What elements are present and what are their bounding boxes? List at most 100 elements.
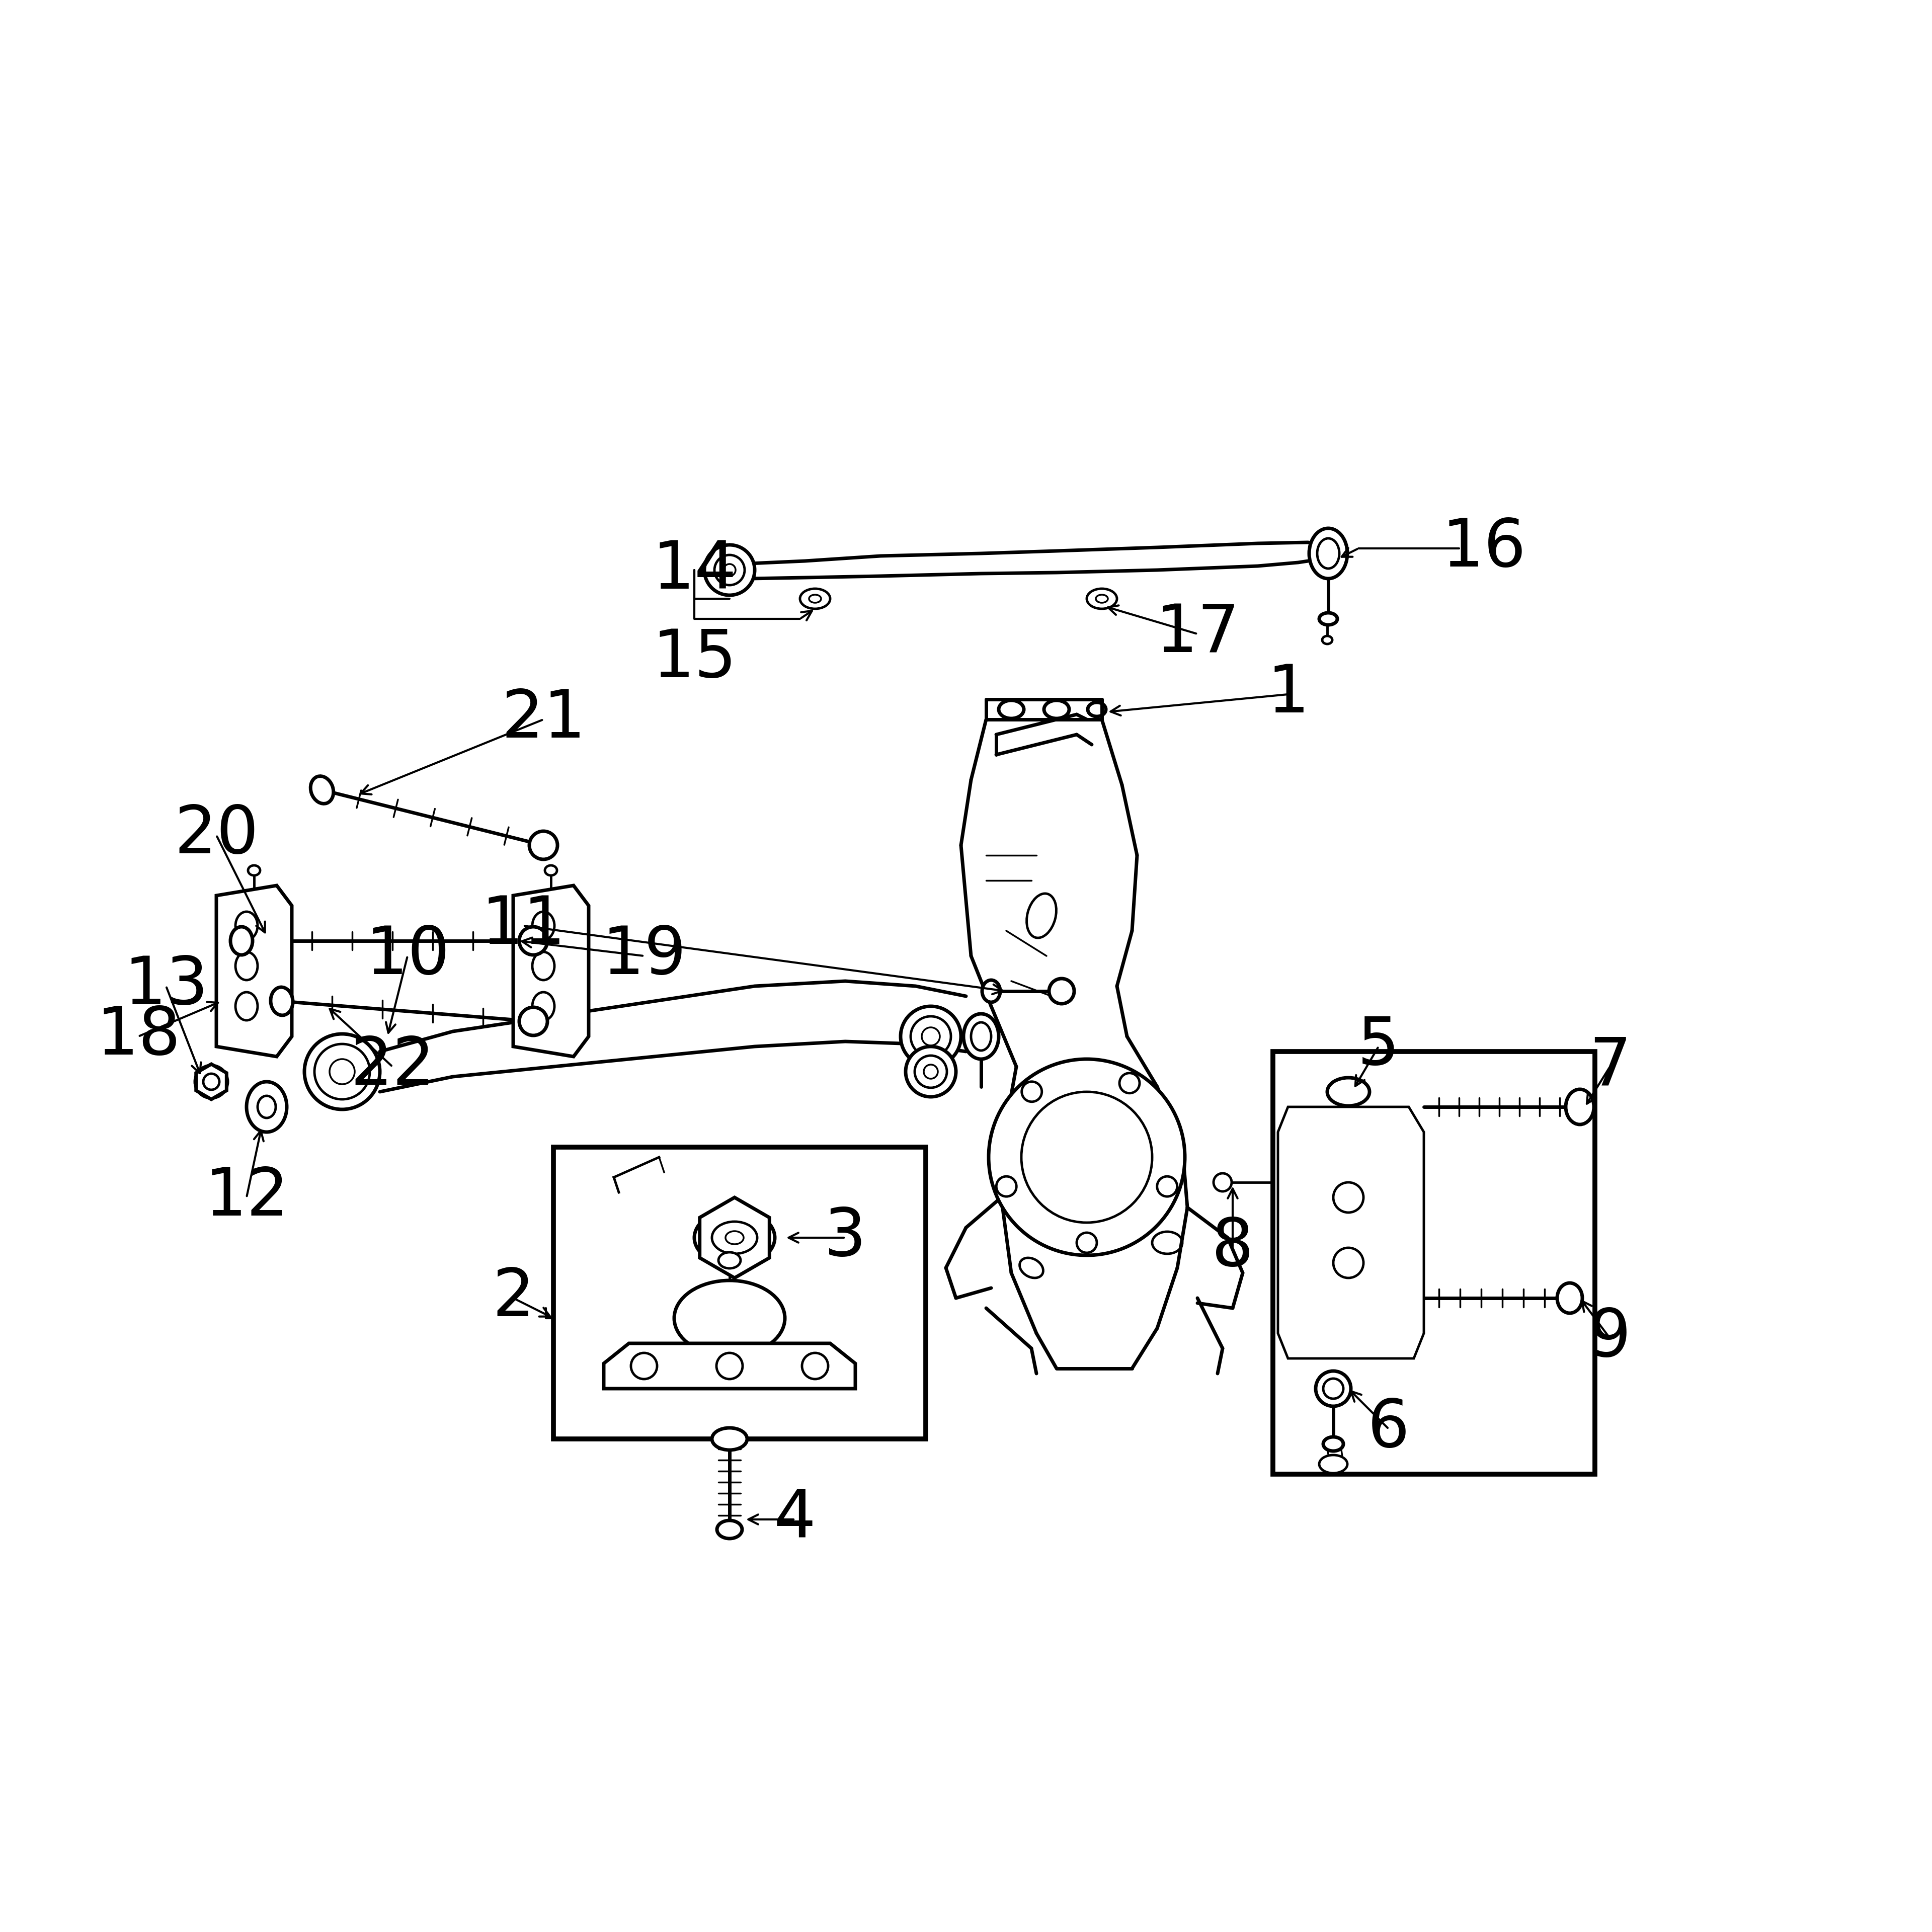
- Ellipse shape: [230, 927, 253, 954]
- Polygon shape: [514, 885, 589, 1057]
- Ellipse shape: [717, 1352, 742, 1379]
- Ellipse shape: [247, 1082, 286, 1132]
- Text: 18: 18: [97, 1005, 180, 1068]
- Ellipse shape: [1339, 1134, 1358, 1150]
- Text: 12: 12: [205, 1165, 288, 1229]
- Ellipse shape: [201, 1072, 222, 1092]
- Text: 9: 9: [1588, 1306, 1631, 1370]
- Ellipse shape: [203, 1074, 220, 1090]
- Ellipse shape: [1316, 1372, 1350, 1406]
- Ellipse shape: [270, 987, 294, 1016]
- Ellipse shape: [257, 1095, 276, 1119]
- Polygon shape: [216, 885, 292, 1057]
- Text: 1: 1: [1267, 663, 1310, 726]
- Text: 20: 20: [174, 804, 259, 867]
- Ellipse shape: [533, 993, 554, 1020]
- Ellipse shape: [922, 1028, 939, 1045]
- Ellipse shape: [247, 866, 261, 875]
- Ellipse shape: [900, 1007, 960, 1066]
- Ellipse shape: [330, 1059, 355, 1084]
- Ellipse shape: [711, 1221, 757, 1254]
- Text: 5: 5: [1358, 1014, 1399, 1078]
- Polygon shape: [1277, 1107, 1424, 1358]
- Ellipse shape: [989, 1059, 1184, 1256]
- Text: 14: 14: [653, 539, 736, 603]
- Ellipse shape: [1318, 539, 1339, 568]
- Ellipse shape: [705, 545, 755, 595]
- Ellipse shape: [972, 1022, 991, 1051]
- Text: 17: 17: [1155, 603, 1240, 667]
- Text: 2: 2: [493, 1265, 535, 1329]
- Polygon shape: [603, 1343, 856, 1389]
- Text: 21: 21: [500, 688, 585, 752]
- Text: 22: 22: [350, 1036, 435, 1099]
- Ellipse shape: [910, 1016, 951, 1057]
- Ellipse shape: [711, 1428, 748, 1451]
- Text: 13: 13: [124, 954, 209, 1018]
- Ellipse shape: [533, 952, 554, 980]
- Ellipse shape: [1095, 595, 1107, 603]
- Ellipse shape: [1086, 589, 1117, 609]
- Ellipse shape: [1157, 1177, 1177, 1196]
- Ellipse shape: [1320, 612, 1337, 624]
- Ellipse shape: [800, 589, 831, 609]
- Ellipse shape: [305, 1034, 381, 1109]
- Ellipse shape: [997, 1177, 1016, 1196]
- Ellipse shape: [315, 1043, 369, 1099]
- Ellipse shape: [674, 1281, 784, 1356]
- Ellipse shape: [1320, 1455, 1347, 1472]
- Text: 15: 15: [653, 628, 736, 692]
- Ellipse shape: [1049, 980, 1074, 1005]
- Ellipse shape: [1341, 1165, 1354, 1175]
- Text: 16: 16: [1441, 516, 1526, 580]
- Ellipse shape: [1565, 1090, 1594, 1124]
- Ellipse shape: [964, 1014, 999, 1059]
- Ellipse shape: [1333, 1182, 1364, 1213]
- Text: 11: 11: [481, 895, 566, 958]
- Ellipse shape: [1323, 1437, 1343, 1451]
- Ellipse shape: [545, 866, 556, 875]
- Ellipse shape: [632, 1352, 657, 1379]
- Text: 8: 8: [1211, 1215, 1254, 1279]
- Ellipse shape: [923, 1065, 937, 1078]
- Ellipse shape: [520, 927, 547, 954]
- Ellipse shape: [520, 1007, 547, 1036]
- Ellipse shape: [1076, 1233, 1097, 1252]
- Ellipse shape: [726, 1231, 744, 1244]
- Ellipse shape: [236, 993, 257, 1020]
- Ellipse shape: [719, 1252, 740, 1269]
- Ellipse shape: [236, 952, 257, 980]
- Ellipse shape: [1022, 1082, 1041, 1101]
- Ellipse shape: [1333, 1248, 1364, 1277]
- Ellipse shape: [529, 831, 558, 860]
- Ellipse shape: [1310, 527, 1347, 578]
- Text: 3: 3: [825, 1206, 866, 1269]
- Ellipse shape: [1327, 1078, 1370, 1105]
- Ellipse shape: [1119, 1072, 1140, 1094]
- Ellipse shape: [1213, 1173, 1233, 1192]
- Bar: [1273, 1051, 1596, 1474]
- Ellipse shape: [1321, 636, 1333, 643]
- Ellipse shape: [802, 1352, 829, 1379]
- Ellipse shape: [723, 564, 736, 576]
- Text: 6: 6: [1368, 1397, 1410, 1461]
- Bar: [553, 1148, 925, 1439]
- Ellipse shape: [906, 1047, 956, 1097]
- Ellipse shape: [914, 1055, 947, 1088]
- Text: 4: 4: [775, 1488, 815, 1551]
- Text: 10: 10: [365, 923, 450, 987]
- Ellipse shape: [195, 1066, 228, 1097]
- Ellipse shape: [236, 912, 257, 939]
- Ellipse shape: [694, 1209, 775, 1265]
- Ellipse shape: [311, 777, 334, 804]
- Ellipse shape: [717, 1520, 742, 1538]
- Text: 7: 7: [1588, 1036, 1631, 1099]
- Ellipse shape: [715, 554, 744, 585]
- Ellipse shape: [1557, 1283, 1582, 1314]
- Ellipse shape: [533, 912, 554, 939]
- Ellipse shape: [810, 595, 821, 603]
- Ellipse shape: [1022, 1092, 1151, 1223]
- Ellipse shape: [981, 980, 1001, 1003]
- Text: 19: 19: [601, 923, 686, 987]
- Ellipse shape: [1323, 1379, 1343, 1399]
